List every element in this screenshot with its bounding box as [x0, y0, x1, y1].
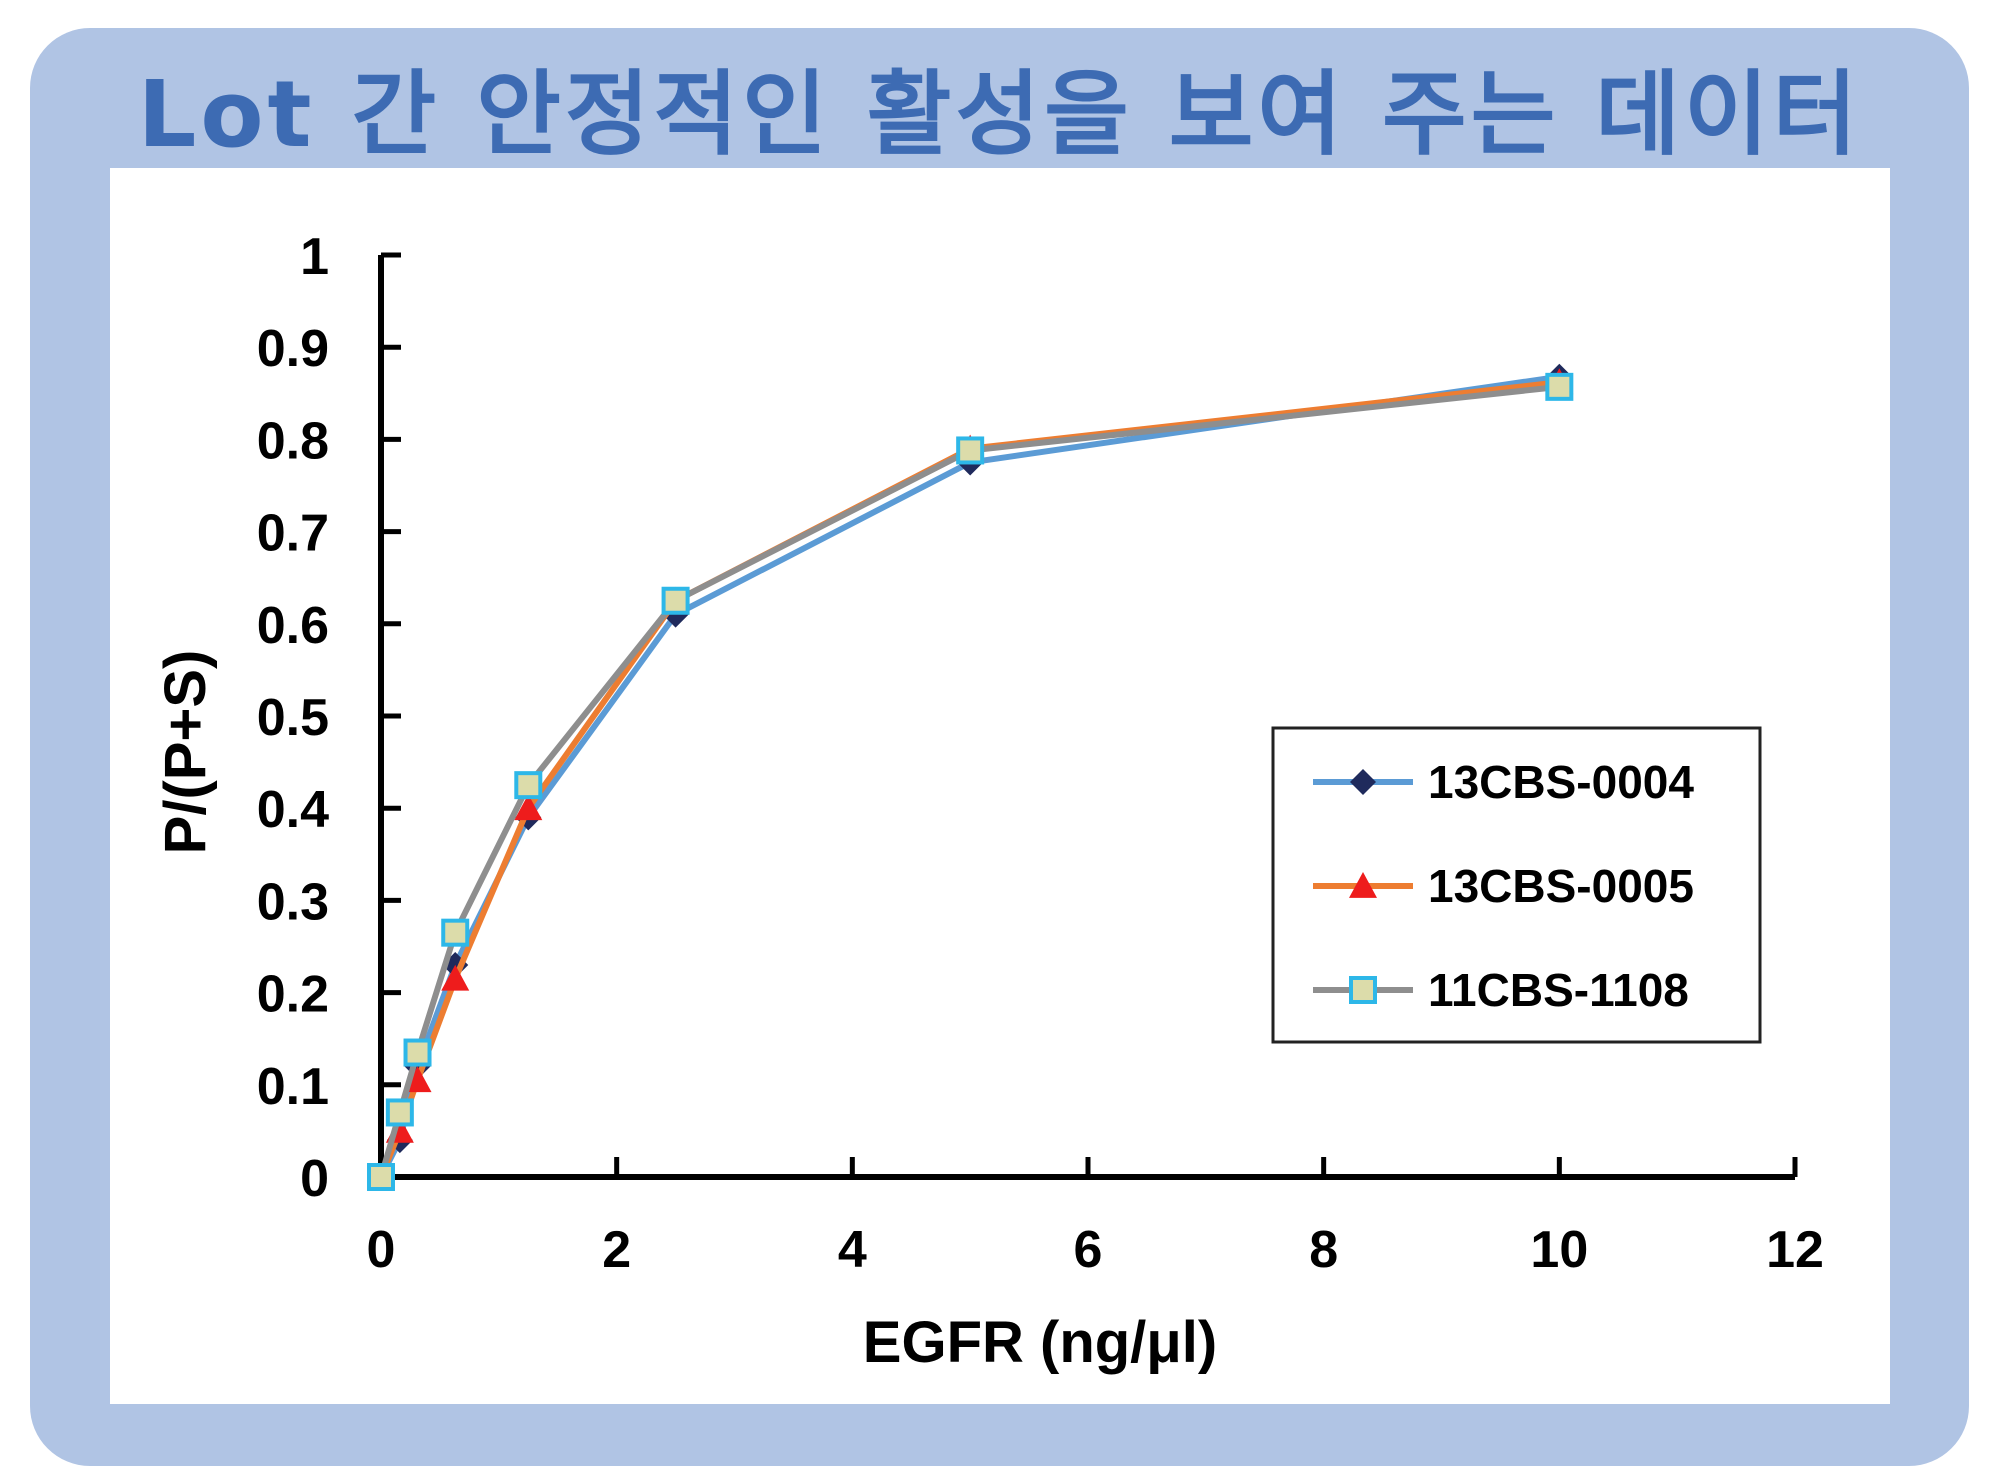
data-point	[441, 964, 470, 991]
chart-series	[367, 363, 1574, 1191]
x-tick-label: 12	[1766, 1221, 1824, 1279]
legend-label: 13CBS-0005	[1428, 860, 1694, 912]
y-tick-label: 0.2	[257, 966, 329, 1024]
y-tick-label: 0.6	[257, 597, 329, 655]
y-tick-label: 0.8	[257, 412, 329, 470]
x-tick-label: 4	[838, 1221, 867, 1279]
legend-marker	[1349, 976, 1377, 1004]
y-tick-label: 0.4	[257, 781, 329, 839]
legend-marker	[1349, 872, 1377, 898]
data-point	[1545, 372, 1574, 401]
legend-marker	[1350, 769, 1376, 795]
page-title: Lot 간 안정적인 활성을 보여 주는 데이터	[137, 61, 1862, 168]
legend-label: 13CBS-0004	[1428, 756, 1694, 808]
chart-legend: 13CBS-0004 13CBS-0005 11CBS-1108	[1271, 726, 1762, 1044]
x-tick-label: 8	[1309, 1221, 1338, 1279]
y-tick-label: 1	[300, 228, 329, 286]
x-axis-title: EGFR (ng/μl)	[863, 1310, 1217, 1375]
data-point	[956, 436, 985, 465]
x-tick-label: 10	[1530, 1221, 1588, 1279]
data-point	[441, 918, 470, 947]
data-point	[367, 1163, 395, 1191]
data-point	[403, 1038, 432, 1067]
x-tick-label: 6	[1074, 1221, 1103, 1279]
y-tick-label: 0.3	[257, 873, 329, 931]
y-tick-label: 0	[300, 1150, 329, 1208]
y-tick-label: 0.9	[257, 320, 329, 378]
legend-label: 11CBS-1108	[1428, 964, 1689, 1016]
data-point	[514, 794, 543, 821]
y-tick-label: 0.5	[257, 689, 329, 747]
x-tick-label: 0	[367, 1221, 396, 1279]
y-tick-label: 0.1	[257, 1058, 329, 1116]
series-11CBS-1108	[367, 372, 1574, 1191]
chart-axes: 00.10.20.30.40.50.60.70.80.910 2 4 6 8 10 12	[257, 228, 1824, 1279]
y-tick-label: 0.7	[257, 505, 329, 563]
data-point	[385, 1098, 414, 1127]
y-axis-title: P/(P+S)	[153, 650, 218, 855]
data-point	[661, 586, 690, 615]
x-tick-label: 2	[602, 1221, 631, 1279]
data-point	[514, 771, 543, 800]
